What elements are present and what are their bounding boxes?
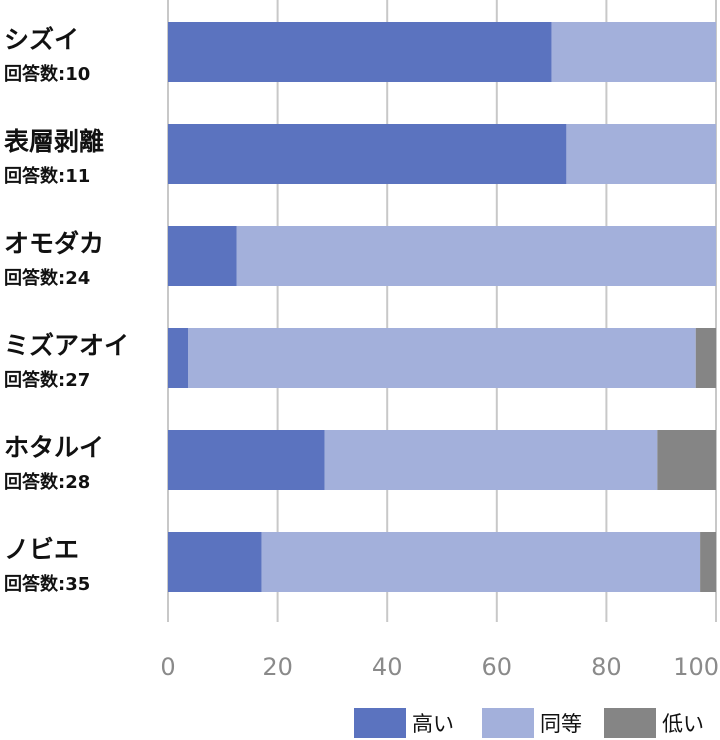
- category-response-count: 回答数:24: [4, 267, 90, 289]
- x-tick-label: 40: [372, 653, 403, 681]
- bar-segment-high: [168, 430, 325, 490]
- bar-segment-same: [324, 430, 658, 490]
- bar-segment-same: [566, 124, 716, 184]
- legend-swatch: [354, 708, 406, 738]
- legend-swatch: [482, 708, 534, 738]
- legend-label: 同等: [540, 712, 582, 736]
- legend-swatch: [604, 708, 656, 738]
- category-response-count: 回答数:35: [4, 573, 90, 595]
- category-name: ミズアオイ: [4, 331, 129, 360]
- x-tick-label: 80: [591, 653, 622, 681]
- bar-segment-same: [261, 532, 701, 592]
- bar-segment-low: [700, 532, 716, 592]
- legend-label: 高い: [412, 712, 454, 736]
- bar-segment-same: [188, 328, 696, 388]
- bar-segment-high: [168, 532, 262, 592]
- x-tick-label: 20: [262, 653, 293, 681]
- x-axis-ticks: 0 20 40 60 80 100: [160, 653, 719, 681]
- bar-segment-same: [236, 226, 716, 286]
- bar-segment-high: [168, 328, 189, 388]
- category-name: ホタルイ: [4, 433, 104, 462]
- category-response-count: 回答数:28: [4, 471, 90, 493]
- category-name: ノビエ: [4, 535, 79, 564]
- bar-segment-high: [168, 124, 567, 184]
- gridlines: [167, 0, 717, 622]
- category-name: オモダカ: [4, 229, 104, 258]
- legend-label: 低い: [662, 712, 704, 736]
- x-tick-label: 100: [673, 653, 719, 681]
- legend: 高い 同等 低い: [354, 708, 704, 738]
- category-response-count: 回答数:11: [4, 165, 90, 187]
- category-name: シズイ: [4, 25, 79, 54]
- bar-segment-low: [695, 328, 716, 388]
- category-name: 表層剥離: [4, 127, 104, 156]
- bar-segment-low: [657, 430, 716, 490]
- bar-segment-same: [551, 22, 716, 82]
- bar-segment-high: [168, 22, 552, 82]
- x-tick-label: 60: [482, 653, 513, 681]
- bar-segment-high: [168, 226, 237, 286]
- category-response-count: 回答数:27: [4, 369, 90, 391]
- category-response-count: 回答数:10: [4, 63, 90, 85]
- bars: [168, 22, 716, 592]
- x-tick-label: 0: [160, 653, 175, 681]
